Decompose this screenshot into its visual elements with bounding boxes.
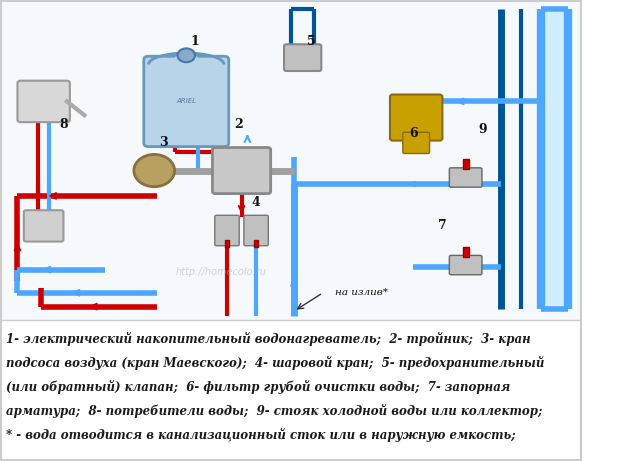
FancyBboxPatch shape: [450, 255, 482, 275]
Text: 9: 9: [479, 123, 488, 136]
Text: 8: 8: [60, 118, 68, 131]
Text: http://homecolo.ru: http://homecolo.ru: [176, 267, 267, 277]
Circle shape: [134, 154, 174, 187]
Text: подсоса воздуха (кран Маевского);  4- шаровой кран;  5- предохранительный: подсоса воздуха (кран Маевского); 4- шар…: [6, 356, 544, 370]
Text: 7: 7: [438, 219, 447, 232]
Text: 5: 5: [307, 35, 316, 48]
Text: 3: 3: [158, 136, 167, 149]
FancyBboxPatch shape: [215, 215, 239, 246]
FancyBboxPatch shape: [24, 210, 63, 242]
FancyBboxPatch shape: [0, 0, 582, 320]
FancyBboxPatch shape: [18, 81, 70, 122]
Bar: [544, 12, 565, 307]
Text: на излив*: на излив*: [335, 288, 387, 297]
Wedge shape: [172, 53, 201, 65]
Text: (или обратный) клапан;  6- фильтр грубой очистки воды;  7- запорная: (или обратный) клапан; 6- фильтр грубой …: [6, 380, 510, 394]
FancyBboxPatch shape: [284, 44, 321, 71]
FancyBboxPatch shape: [450, 168, 482, 187]
Text: 2: 2: [235, 118, 243, 131]
Text: арматура;  8- потребители воды;  9- стояк холодной воды или коллектор;: арматура; 8- потребители воды; 9- стояк …: [6, 404, 542, 418]
FancyBboxPatch shape: [212, 148, 271, 194]
Circle shape: [178, 48, 195, 62]
FancyBboxPatch shape: [144, 56, 229, 147]
Text: 4: 4: [252, 196, 261, 209]
Text: 1: 1: [191, 35, 199, 48]
Bar: [463, 247, 469, 257]
Text: * - вода отводится в канализационный сток или в наружную емкость;: * - вода отводится в канализационный сто…: [6, 428, 515, 442]
FancyBboxPatch shape: [390, 95, 443, 141]
Bar: [463, 159, 469, 169]
FancyBboxPatch shape: [244, 215, 268, 246]
FancyBboxPatch shape: [403, 132, 430, 154]
Text: 6: 6: [409, 127, 418, 140]
Text: 1- электрический накопительный водонагреватель;  2- тройник;  3- кран: 1- электрический накопительный водонагре…: [6, 332, 531, 346]
Bar: [224, 240, 230, 247]
Bar: [254, 240, 259, 247]
Text: ARIEL: ARIEL: [176, 98, 197, 105]
